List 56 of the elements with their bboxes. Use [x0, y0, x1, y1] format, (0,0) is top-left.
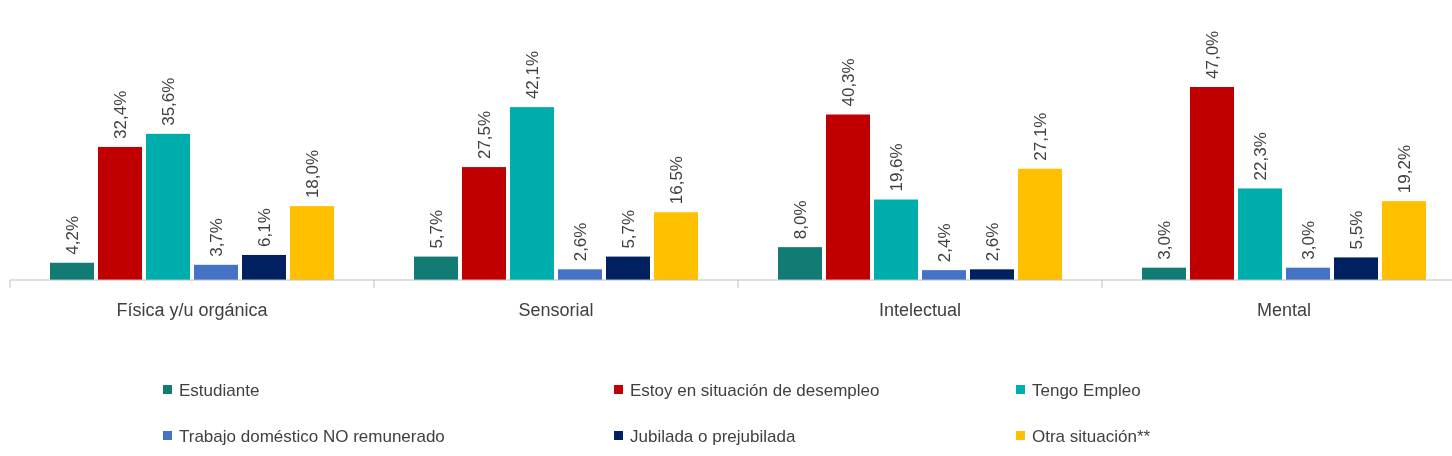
data-label: 5,5%	[1347, 210, 1366, 250]
data-label: 2,6%	[983, 222, 1002, 262]
legend-label: Otra situación**	[1032, 427, 1151, 446]
bar	[462, 167, 506, 280]
data-label: 22,3%	[1251, 132, 1270, 181]
x-tick-label: Física y/u orgánica	[116, 300, 269, 320]
data-label: 27,5%	[475, 110, 494, 160]
bar	[1190, 87, 1234, 280]
data-label: 32,4%	[111, 90, 130, 139]
bar	[874, 199, 918, 280]
bar	[510, 107, 554, 280]
data-label: 3,7%	[207, 218, 226, 257]
bar	[50, 262, 94, 280]
bar	[1334, 257, 1378, 280]
data-label: 40,3%	[839, 58, 858, 107]
bar	[826, 114, 870, 280]
data-label: 47,0%	[1203, 30, 1222, 79]
bar	[242, 254, 286, 280]
data-label: 27,1%	[1031, 112, 1050, 161]
bar	[1018, 168, 1062, 280]
bar	[1238, 188, 1282, 280]
data-label: 3,0%	[1299, 220, 1318, 260]
bar	[970, 269, 1014, 280]
bar	[778, 247, 822, 280]
data-label: 18,0%	[303, 149, 322, 199]
data-label: 16,5%	[667, 156, 686, 205]
data-label: 5,7%	[619, 209, 638, 249]
data-label: 2,6%	[571, 222, 590, 262]
bar	[414, 256, 458, 280]
bar	[558, 269, 602, 280]
data-label: 3,0%	[1155, 220, 1174, 260]
bar	[194, 264, 238, 280]
bar	[1382, 201, 1426, 280]
data-label: 35,6%	[159, 77, 178, 126]
bar	[290, 206, 334, 280]
legend-label: Trabajo doméstico NO remunerado	[179, 427, 445, 446]
data-label: 4,2%	[63, 216, 82, 255]
legend-label: Tengo Empleo	[1032, 381, 1141, 400]
legend-label: Jubilada o prejubilada	[630, 427, 796, 446]
bar	[606, 256, 650, 280]
bar	[922, 270, 966, 280]
data-label: 8,0%	[791, 200, 810, 240]
legend-label: Estudiante	[179, 381, 260, 400]
bar	[98, 146, 142, 280]
data-label: 5,7%	[427, 209, 446, 249]
x-tick-label: Mental	[1256, 300, 1312, 320]
data-label: 19,6%	[887, 143, 906, 192]
data-label: 6,1%	[255, 208, 274, 247]
bar	[654, 212, 698, 280]
data-label: 42,1%	[523, 50, 542, 100]
x-tick-label: Sensorial	[518, 300, 594, 320]
data-label: 19,2%	[1395, 144, 1414, 194]
x-tick-label: Intelectual	[878, 300, 962, 320]
bar	[146, 133, 190, 280]
legend-label: Estoy en situación de desempleo	[630, 381, 880, 400]
data-label: 2,4%	[935, 223, 954, 263]
